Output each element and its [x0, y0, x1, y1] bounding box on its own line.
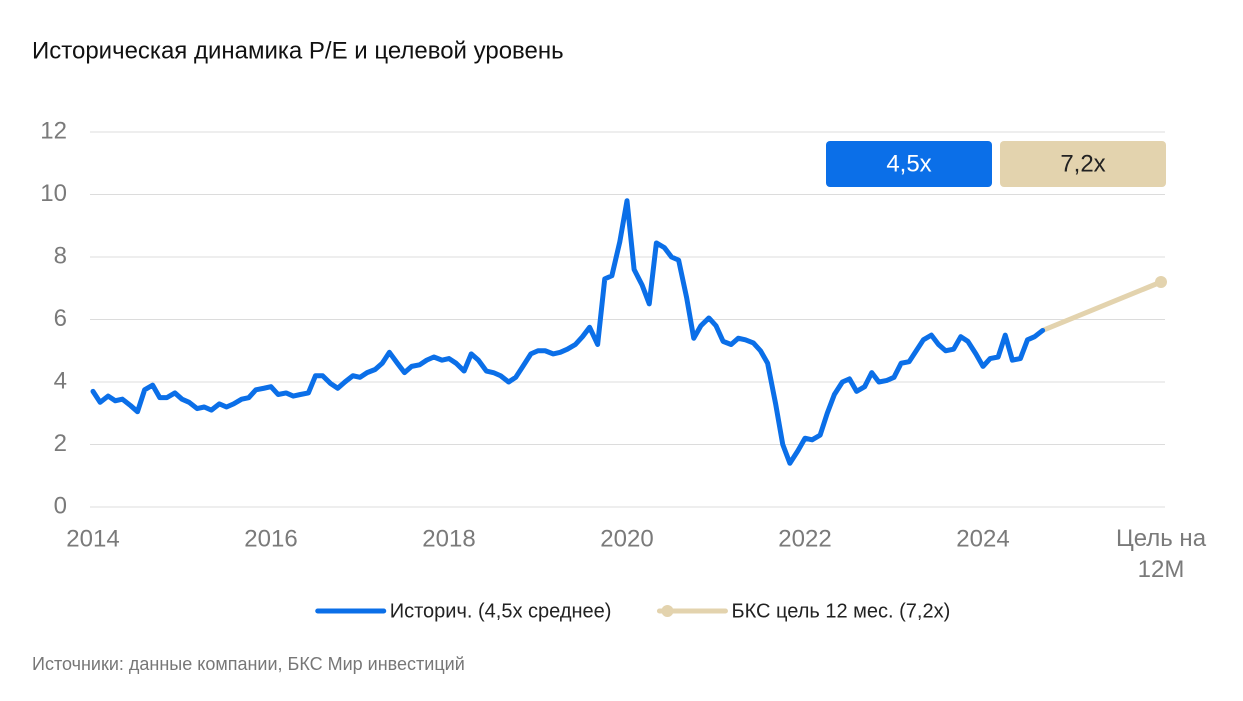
y-tick-label: 10 — [40, 180, 67, 207]
legend: Историч. (4,5x среднее) БКС цель 12 мес. … — [315, 600, 950, 622]
x-tick-label: 2022 — [778, 525, 831, 552]
badge-label: 4,5x — [886, 150, 931, 177]
x-tick-label: 2014 — [66, 525, 119, 552]
end-marker — [1155, 276, 1167, 288]
x-tick-label: 2018 — [422, 525, 475, 552]
y-tick-label: 6 — [54, 305, 67, 332]
badge-label: 7,2x — [1060, 150, 1105, 177]
legend-label: Историч. (4,5x среднее) — [390, 600, 612, 622]
x-tick-label: 2016 — [244, 525, 297, 552]
y-tick-label: 8 — [54, 242, 67, 269]
legend-label: БКС цель 12 мес. (7,2x) — [731, 600, 950, 622]
y-tick-label: 12 — [40, 117, 67, 144]
x-tick-label: 2020 — [600, 525, 653, 552]
series-line — [90, 198, 1046, 466]
source-note: Источники: данные компании, БКС Мир инве… — [32, 654, 465, 674]
x-tick-label-box: Цель на 12М — [1115, 525, 1207, 583]
x-tick-label: 2024 — [956, 525, 1009, 552]
badge — [1000, 141, 1166, 187]
badge — [826, 141, 992, 187]
y-tick-label: 0 — [54, 492, 67, 519]
y-tick-label: 4 — [54, 367, 67, 394]
chart-title: Историческая динамика P/E и целевой уров… — [32, 37, 564, 64]
series-line — [1040, 279, 1164, 333]
x-tick-label: Цель на 12М — [1115, 525, 1207, 583]
legend-marker — [661, 605, 674, 617]
y-tick-label: 2 — [54, 430, 67, 457]
